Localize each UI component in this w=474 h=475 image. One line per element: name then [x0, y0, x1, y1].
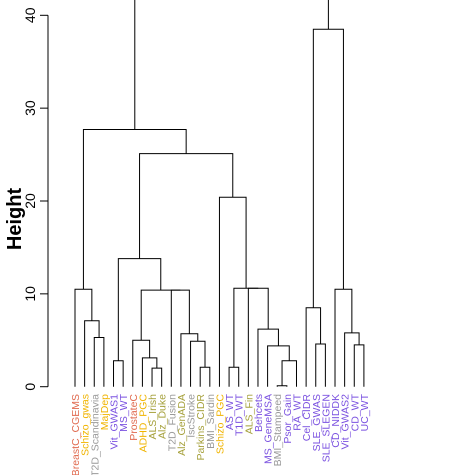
leaf-label: SLE_GWAS: [311, 394, 323, 451]
leaf-labels: BreastC_CGEMSSchizo_gwasT2D_ScandinaviaM…: [70, 393, 371, 475]
merge-m27: [344, 332, 360, 387]
merge-m9: [190, 340, 206, 387]
leaf-label: AS_WT: [224, 393, 236, 430]
leaf-label: RA_WT: [291, 393, 303, 430]
leaf-label: Schizo_PGC: [214, 394, 226, 455]
y-axis-label: Height: [4, 188, 26, 251]
leaf-label: CD_WT: [349, 393, 361, 431]
merge-m10: [180, 333, 199, 387]
leaf-label: Cel_CIDR: [301, 394, 313, 442]
leaf-label: MS_GeneMSA: [263, 394, 275, 464]
leaf-label: MajDep: [99, 394, 111, 430]
y-axis: 0 10 20 30 40: [22, 7, 49, 391]
merge-m21: [218, 196, 247, 387]
merge-m18: [257, 328, 279, 387]
y-tick-label: 40: [22, 7, 38, 23]
merge-m5: [151, 367, 163, 387]
merge-m30: [134, 0, 329, 130]
merge-m29: [312, 28, 344, 308]
leaf-label: Vit_GWAS2: [340, 394, 352, 450]
leaf-label: T1D_WT: [234, 393, 246, 436]
merge-m24: [315, 343, 326, 387]
merge-m6: [141, 357, 158, 387]
leaf-label: BreastC_CGEMS: [70, 394, 82, 475]
leaf-label: SLE_SLEGEN: [320, 394, 332, 462]
leaf-label: ProstateC: [128, 394, 140, 441]
dendrogram-tree: [74, 0, 365, 387]
merge-m13: [117, 258, 162, 361]
y-tick-label: 10: [22, 286, 38, 302]
leaf-label: BMI_Stampeed: [272, 394, 284, 467]
leaf-label: MS_WT: [118, 393, 130, 432]
leaf-label: ALS_Fin: [243, 394, 255, 434]
leaf-label: Schizo_gwas: [80, 394, 92, 456]
merge-m12: [140, 289, 181, 341]
merge-m4: [113, 360, 124, 387]
leaf-label: CD_NIDDK: [330, 394, 342, 448]
merge-m15: [276, 385, 288, 387]
leaf-label: Alz_Duke: [157, 394, 169, 439]
leaf-label: UC_WT: [359, 393, 371, 431]
leaf-label: ADHD_PGC: [137, 394, 149, 453]
merge-m19: [247, 287, 269, 387]
leaf-label: Alz_GenADA: [176, 394, 188, 456]
merge-m22: [139, 153, 234, 259]
leaf-label: IscStroke: [186, 394, 198, 438]
merge-m17: [267, 345, 290, 387]
leaf-label: BMI_Sardin: [205, 394, 217, 449]
leaf-label: T2D_Fusion: [166, 394, 178, 451]
merge-m2: [84, 320, 100, 387]
merge-m8: [199, 366, 211, 387]
merge-m25: [305, 307, 322, 387]
merge-m3: [74, 288, 93, 387]
y-tick-label: 0: [22, 383, 38, 391]
merge-m20: [233, 287, 259, 368]
merge-m11: [170, 289, 190, 387]
leaf-label: Behcets: [253, 394, 265, 432]
y-tick-label: 20: [22, 193, 38, 209]
merge-m26: [353, 344, 365, 387]
leaf-label: T2D_Scandinavia: [89, 394, 101, 475]
merge-m7: [132, 339, 151, 387]
y-tick-label: 30: [22, 100, 38, 116]
merge-m1: [93, 336, 105, 387]
leaf-label: ALS_Irish: [147, 394, 159, 440]
merge-m28: [334, 288, 353, 387]
leaf-label: Vit_GWAS1: [109, 394, 121, 450]
merge-m14: [228, 366, 240, 387]
leaf-label: Psor_Gain: [282, 394, 294, 444]
leaf-label: Parkins_CIDR: [195, 394, 207, 461]
merge-m16: [281, 360, 297, 387]
